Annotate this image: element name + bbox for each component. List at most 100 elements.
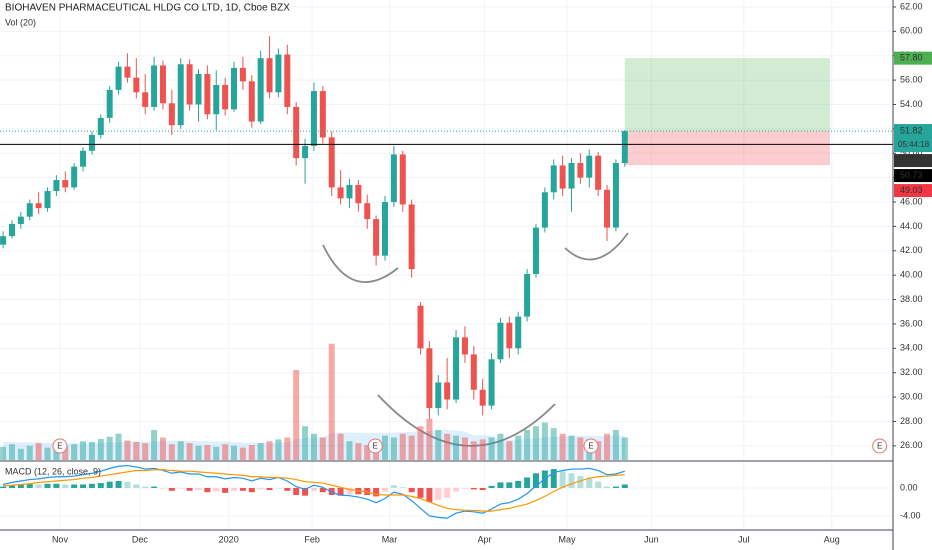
candle-body — [550, 165, 557, 193]
volume-bar — [195, 445, 202, 460]
volume-bar — [302, 426, 309, 460]
candle-body — [142, 92, 149, 107]
signal-line — [3, 469, 625, 512]
volume-bar — [204, 445, 211, 460]
macd-hist-bar — [80, 484, 87, 488]
macd-hist-bar — [319, 487, 326, 493]
macd-hist-bar — [488, 485, 495, 488]
candle-body — [222, 84, 229, 110]
macd-hist-bar — [497, 482, 504, 488]
volume-bar — [337, 433, 344, 460]
x-tick-label: Jun — [644, 534, 659, 544]
price-tag-label: 49.03 — [900, 185, 923, 195]
volume-bar — [568, 435, 575, 460]
candle-body — [8, 223, 15, 237]
price-tag — [894, 51, 932, 65]
candle-body — [604, 189, 611, 228]
price-tag — [894, 154, 932, 168]
volume-bar — [222, 444, 229, 460]
macd-hist-bar — [302, 487, 309, 496]
candle-body — [568, 163, 575, 189]
candle-body — [559, 165, 566, 189]
last-price-tag-bg — [894, 124, 932, 153]
volume-bar — [248, 445, 255, 460]
candle-body — [488, 359, 495, 406]
volume-bar — [621, 437, 628, 460]
macd-hist-bar — [97, 483, 104, 488]
macd-hist-bar — [222, 487, 229, 493]
volume-bar — [346, 441, 353, 460]
earnings-label: E — [373, 442, 378, 451]
macd-hist-bar — [577, 476, 584, 488]
macd-hist-bar — [115, 480, 122, 488]
macd-hist-bar — [106, 481, 113, 488]
macd-hist-bar — [524, 477, 531, 488]
y-tick-label: 32.00 — [900, 367, 923, 377]
candle-body — [524, 273, 531, 317]
y-tick-label: 36.00 — [900, 318, 923, 328]
macd-hist-bar — [88, 483, 95, 488]
y-tick-label: 34.00 — [900, 343, 923, 353]
earnings-label: E — [877, 442, 882, 451]
candle-body — [195, 74, 202, 105]
macd-hist-bar — [621, 484, 628, 488]
candle-body — [186, 64, 193, 105]
macd-hist-bar — [381, 487, 388, 492]
countdown-tag: 05:44:18 — [898, 140, 930, 149]
macd-hist-bar — [444, 487, 451, 498]
price-tag — [894, 169, 932, 183]
candle-body — [479, 389, 486, 406]
macd-hist-bar — [159, 487, 166, 489]
candle-body — [595, 155, 602, 190]
price-tag-label: 57.80 — [900, 53, 923, 63]
candle-body — [248, 81, 255, 122]
volume-bar — [115, 433, 122, 460]
y-tick-label: 28.00 — [900, 416, 923, 426]
macd-hist-bar — [426, 487, 433, 502]
candle-body — [204, 74, 211, 115]
earnings-marker — [52, 438, 68, 454]
volume-bar — [142, 443, 149, 460]
y-tick-label: 40.00 — [900, 270, 923, 280]
macd-hist-bar — [53, 483, 60, 488]
volume-bar — [470, 441, 477, 460]
candle-body — [532, 227, 539, 274]
y-tick-label: 46.00 — [900, 196, 923, 206]
macd-hist-bar — [559, 471, 566, 488]
candle-body — [44, 191, 51, 209]
macd-hist-bar — [346, 487, 353, 495]
left-shoulder-curve — [322, 244, 399, 283]
macd-hist-bar — [124, 481, 131, 488]
volume-bar — [479, 439, 486, 460]
volume-bar — [17, 448, 24, 460]
volume-bar — [177, 441, 184, 460]
macd-hist-bar — [390, 485, 397, 488]
macd-hist-bar — [328, 487, 335, 495]
candle-body — [506, 322, 513, 349]
x-tick-label: Aug — [824, 534, 840, 544]
volume-bar — [159, 437, 166, 460]
candle-body — [426, 348, 433, 409]
candle-body — [355, 184, 362, 204]
macd-hist-bar — [373, 487, 380, 497]
macd-hist-bar — [213, 487, 220, 492]
earnings-marker — [367, 438, 383, 454]
volume-bar — [0, 446, 7, 460]
volume-bar — [355, 443, 362, 460]
y-tick-label: 54.00 — [900, 99, 923, 109]
candle-body — [133, 77, 140, 93]
volume-bar — [444, 433, 451, 460]
volume-bar — [151, 430, 158, 460]
macd-hist-bar — [435, 487, 442, 500]
macd-hist-bar — [470, 487, 477, 490]
macd-hist-bar — [275, 487, 282, 489]
earnings-marker — [872, 438, 888, 454]
volume-bar — [284, 437, 291, 460]
volume-bar — [461, 437, 468, 460]
x-tick-label: Nov — [52, 534, 69, 544]
macd-line — [2, 464, 625, 519]
volume-bar — [559, 433, 566, 460]
macd-hist-bar — [231, 487, 238, 491]
candle-body — [541, 192, 548, 228]
